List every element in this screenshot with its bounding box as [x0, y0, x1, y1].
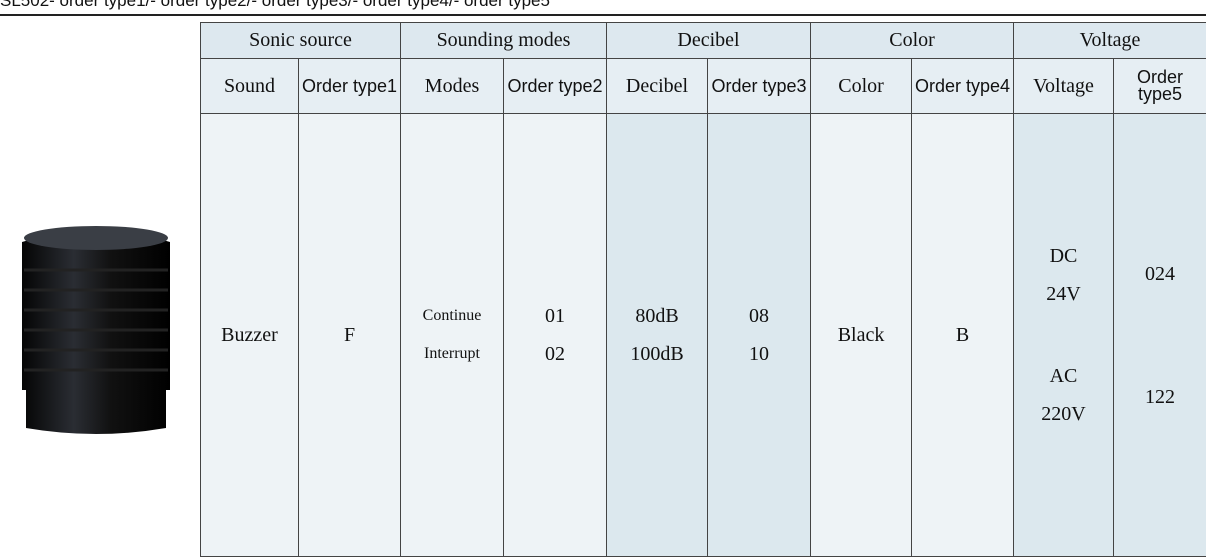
column-header: Order type3 — [708, 59, 811, 114]
cell: B — [912, 114, 1014, 557]
column-header: Decibel — [607, 59, 708, 114]
column-header: Voltage — [1014, 59, 1114, 114]
column-header: Order type5 — [1114, 59, 1206, 114]
cell-text: 02 — [504, 335, 606, 373]
column-header: Order type2 — [504, 59, 607, 114]
cell-text: Black — [811, 316, 911, 354]
column-header: Modes — [401, 59, 504, 114]
cell-text: F — [299, 316, 400, 354]
cell-text: 122 — [1114, 378, 1206, 416]
cell-text: 220V — [1014, 395, 1113, 433]
cell-text: 80dB — [607, 297, 707, 335]
cell-text: 01 — [504, 297, 606, 335]
group-header: Voltage — [1014, 23, 1206, 59]
cell-text: DC — [1014, 237, 1113, 275]
cell-text: 100dB — [607, 335, 707, 373]
product-image — [14, 220, 178, 440]
column-header: Order type1 — [299, 59, 401, 114]
cell-text: 08 — [708, 297, 810, 335]
column-header: Color — [811, 59, 912, 114]
cell-text: 024 — [1114, 255, 1206, 293]
column-header: Order type4 — [912, 59, 1014, 114]
cell: Black — [811, 114, 912, 557]
cell-text: Interrupt — [401, 335, 503, 373]
column-header: Sound — [201, 59, 299, 114]
cell: F — [299, 114, 401, 557]
cell-text: Continue — [401, 297, 503, 335]
cell-text: 10 — [708, 335, 810, 373]
group-header: Sonic source — [201, 23, 401, 59]
group-header: Color — [811, 23, 1014, 59]
group-header: Decibel — [607, 23, 811, 59]
cell-text: AC — [1014, 357, 1113, 395]
title-rule — [0, 14, 1206, 16]
cell-text: 24V — [1014, 275, 1113, 313]
group-header: Sounding modes — [401, 23, 607, 59]
page-title: SL502- order type1/- order type2/- order… — [0, 0, 550, 11]
cell-text: Buzzer — [201, 316, 298, 354]
cell-text: B — [912, 316, 1013, 354]
cell: Buzzer — [201, 114, 299, 557]
cell: 024 122 — [1114, 114, 1206, 557]
